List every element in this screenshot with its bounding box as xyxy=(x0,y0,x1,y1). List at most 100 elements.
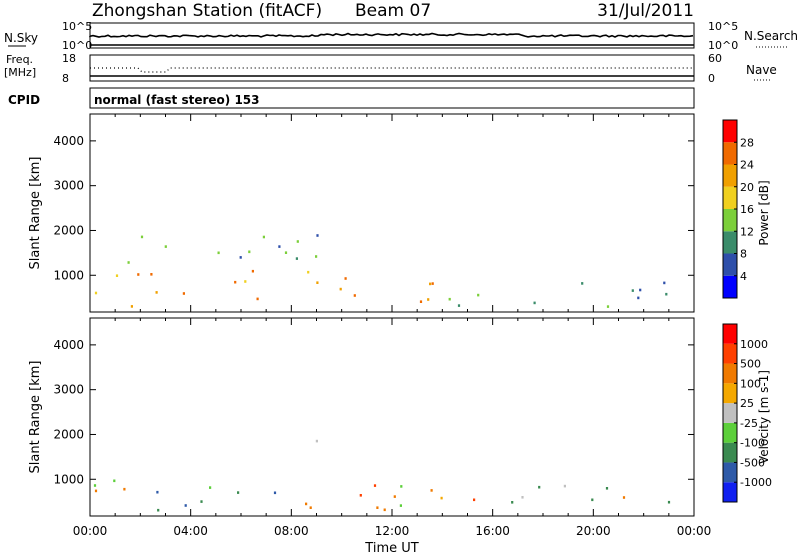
x-tick-label: 04:00 xyxy=(173,524,208,538)
data-cell xyxy=(440,496,443,500)
nsky-tick-top: 10^5 xyxy=(62,20,92,33)
colorbar-tick-label: 25 xyxy=(740,397,754,410)
data-cell xyxy=(591,498,594,502)
data-cell xyxy=(123,487,126,491)
data-cell xyxy=(339,287,342,291)
velocity-ylabel: Slant Range [km] xyxy=(28,361,43,474)
freq-unit: [MHz] xyxy=(4,66,36,79)
colorbar-tick-label: 1000 xyxy=(740,338,768,351)
data-cell xyxy=(217,251,220,255)
data-cell xyxy=(305,502,308,506)
colorbar-segment xyxy=(723,383,737,404)
data-cell xyxy=(393,495,396,498)
velocity-panel: 1000 2000 3000 4000 Slant Range [km] 1000 50… xyxy=(28,317,772,517)
nave-label: Nave xyxy=(746,63,777,77)
power-ylabel: Slant Range [km] xyxy=(28,157,43,270)
colorbar-segment xyxy=(723,253,737,276)
data-cell xyxy=(309,506,312,509)
y-tick-label: 3000 xyxy=(53,383,84,397)
nave-trace xyxy=(90,67,694,73)
data-cell xyxy=(315,439,318,443)
power-colorbar-label: Power [dB] xyxy=(757,180,771,245)
data-cell xyxy=(639,288,642,292)
colorbar-tick-label: 100 xyxy=(740,377,761,390)
data-cell xyxy=(663,281,666,285)
data-cell xyxy=(448,297,451,301)
data-cell xyxy=(316,234,319,237)
data-cell xyxy=(511,501,514,504)
data-cell xyxy=(256,297,259,301)
colorbar-segment xyxy=(723,186,737,209)
data-cell xyxy=(130,305,133,308)
data-cell xyxy=(156,490,159,494)
cpid-value: normal (fast stereo) 153 xyxy=(94,93,260,107)
data-cell xyxy=(244,280,247,283)
data-cell xyxy=(376,506,379,509)
data-cell xyxy=(262,235,265,239)
data-cell xyxy=(373,484,377,487)
data-cell xyxy=(137,273,140,276)
colorbar-tick-label: 8 xyxy=(740,248,747,261)
y-tick-label: 4000 xyxy=(53,134,84,148)
colorbar-segment xyxy=(723,231,737,254)
data-cell xyxy=(427,298,430,301)
y-tick-label: 1000 xyxy=(53,472,84,486)
data-cell xyxy=(316,281,319,284)
data-cell xyxy=(140,235,144,239)
data-cell xyxy=(157,508,160,512)
colorbar-tick-label: 16 xyxy=(740,203,754,216)
colorbar-tick-label: 500 xyxy=(740,358,761,371)
nsearch-label: N.Search xyxy=(744,29,798,43)
colorbar-segment xyxy=(723,120,737,143)
nsky-panel: N.Sky 10^5 10^0 10^5 10^0 N.Search xyxy=(4,20,798,52)
data-cell xyxy=(359,494,362,497)
colorbar-segment xyxy=(723,275,737,298)
data-cell xyxy=(239,256,242,259)
data-cell xyxy=(605,487,609,490)
station-title: Zhongshan Station (fitACF) xyxy=(92,1,322,21)
data-cell xyxy=(284,251,288,254)
data-cell xyxy=(251,269,254,273)
data-cell xyxy=(344,277,347,280)
data-cell xyxy=(477,293,480,297)
velocity-cells xyxy=(93,439,671,512)
y-tick-label: 2000 xyxy=(53,223,84,237)
nave-tick-bottom: 0 xyxy=(708,72,715,85)
data-cell xyxy=(115,274,119,277)
velocity-colorbar-label: Velocity [m s-1] xyxy=(757,370,771,464)
cpid-frame xyxy=(89,87,695,109)
nsearch-tick-top: 10^5 xyxy=(708,20,738,33)
velocity-yticks: 1000 2000 3000 4000 xyxy=(53,338,694,486)
freq-tick-top: 18 xyxy=(62,52,76,65)
colorbar-segment xyxy=(723,482,737,502)
data-cell xyxy=(164,245,167,248)
data-cell xyxy=(431,282,434,285)
data-cell xyxy=(430,489,433,492)
colorbar-tick-label: -1000 xyxy=(740,476,772,489)
data-cell xyxy=(399,504,402,507)
colorbar-tick-label: -25 xyxy=(740,417,758,430)
cpid-label: CPID xyxy=(8,93,40,107)
nsky-label: N.Sky xyxy=(4,31,38,45)
data-cell xyxy=(94,291,98,295)
x-tick-label: 00:00 xyxy=(73,524,108,538)
data-cell xyxy=(429,282,432,286)
data-cell xyxy=(533,301,536,305)
colorbar-segment xyxy=(723,343,737,364)
colorbar-tick-label: -500 xyxy=(740,456,765,469)
colorbar-segment xyxy=(723,422,737,443)
data-cell xyxy=(637,296,640,300)
power-frame xyxy=(89,113,695,313)
data-cell xyxy=(457,304,461,307)
y-tick-label: 2000 xyxy=(53,427,84,441)
x-tick-label: 16:00 xyxy=(475,524,510,538)
x-axis-labels: 00:00 04:00 08:00 12:00 16:00 20:00 00:00 xyxy=(73,524,712,538)
colorbar-tick-label: -100 xyxy=(740,437,765,450)
data-cell xyxy=(93,484,97,487)
power-yticks: 1000 2000 3000 4000 xyxy=(53,134,694,282)
data-cell xyxy=(538,485,541,489)
data-cell xyxy=(94,489,98,493)
colorbar-frame xyxy=(722,323,738,503)
nsky-tick-bottom: 10^0 xyxy=(62,39,92,52)
freq-panel: Freq. [MHz] 18 8 60 0 Nave xyxy=(4,52,777,85)
